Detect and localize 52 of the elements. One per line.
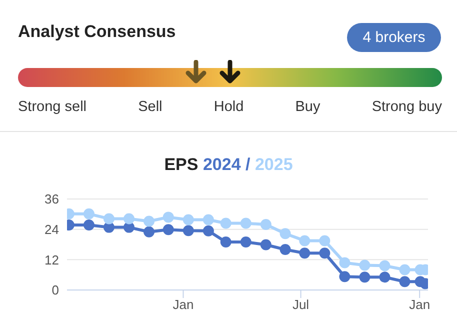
point <box>319 235 330 246</box>
y-tick-label: 36 <box>44 192 59 207</box>
category-label: Sell <box>138 99 162 115</box>
y-tick-label: 24 <box>44 222 59 237</box>
point <box>123 222 134 233</box>
text: 4 brokers <box>347 23 441 52</box>
text: 2025 <box>254 155 293 174</box>
category-label: Strong buy <box>372 99 442 115</box>
point <box>83 208 94 220</box>
text: Analyst Consensus <box>18 22 176 42</box>
point <box>319 248 330 259</box>
point <box>399 264 410 276</box>
point <box>359 260 370 271</box>
category-label: Hold <box>214 99 244 115</box>
point <box>162 224 174 236</box>
y-tick-label: 12 <box>44 252 59 268</box>
point <box>339 257 350 268</box>
point <box>359 272 370 283</box>
point <box>144 226 155 238</box>
category-label: Buy <box>295 99 320 115</box>
point <box>299 248 310 259</box>
point <box>83 220 94 231</box>
x-tick-label: Jan <box>409 297 430 312</box>
point <box>240 218 252 229</box>
point <box>220 218 232 229</box>
point <box>182 214 194 226</box>
point <box>280 228 291 240</box>
point <box>162 212 174 223</box>
point <box>103 222 114 233</box>
x-tick-label: Jul <box>292 297 310 312</box>
point <box>379 272 390 283</box>
y-tick-label: 0 <box>52 282 59 298</box>
category-label: Strong sell <box>18 99 87 115</box>
point <box>123 213 134 224</box>
point <box>202 214 214 226</box>
point <box>202 225 214 236</box>
text: / <box>244 155 250 174</box>
point <box>220 236 232 248</box>
point <box>299 235 310 246</box>
point <box>399 276 410 288</box>
point <box>103 213 114 224</box>
point <box>280 244 291 256</box>
text: 2024 <box>202 155 241 174</box>
point <box>260 239 272 250</box>
x-tick-label: Jan <box>172 297 194 312</box>
chart-title: EPS <box>164 155 198 174</box>
point <box>260 219 272 230</box>
point <box>240 236 252 248</box>
point <box>379 260 390 272</box>
point <box>144 216 155 227</box>
point <box>182 225 194 236</box>
point <box>339 271 350 282</box>
